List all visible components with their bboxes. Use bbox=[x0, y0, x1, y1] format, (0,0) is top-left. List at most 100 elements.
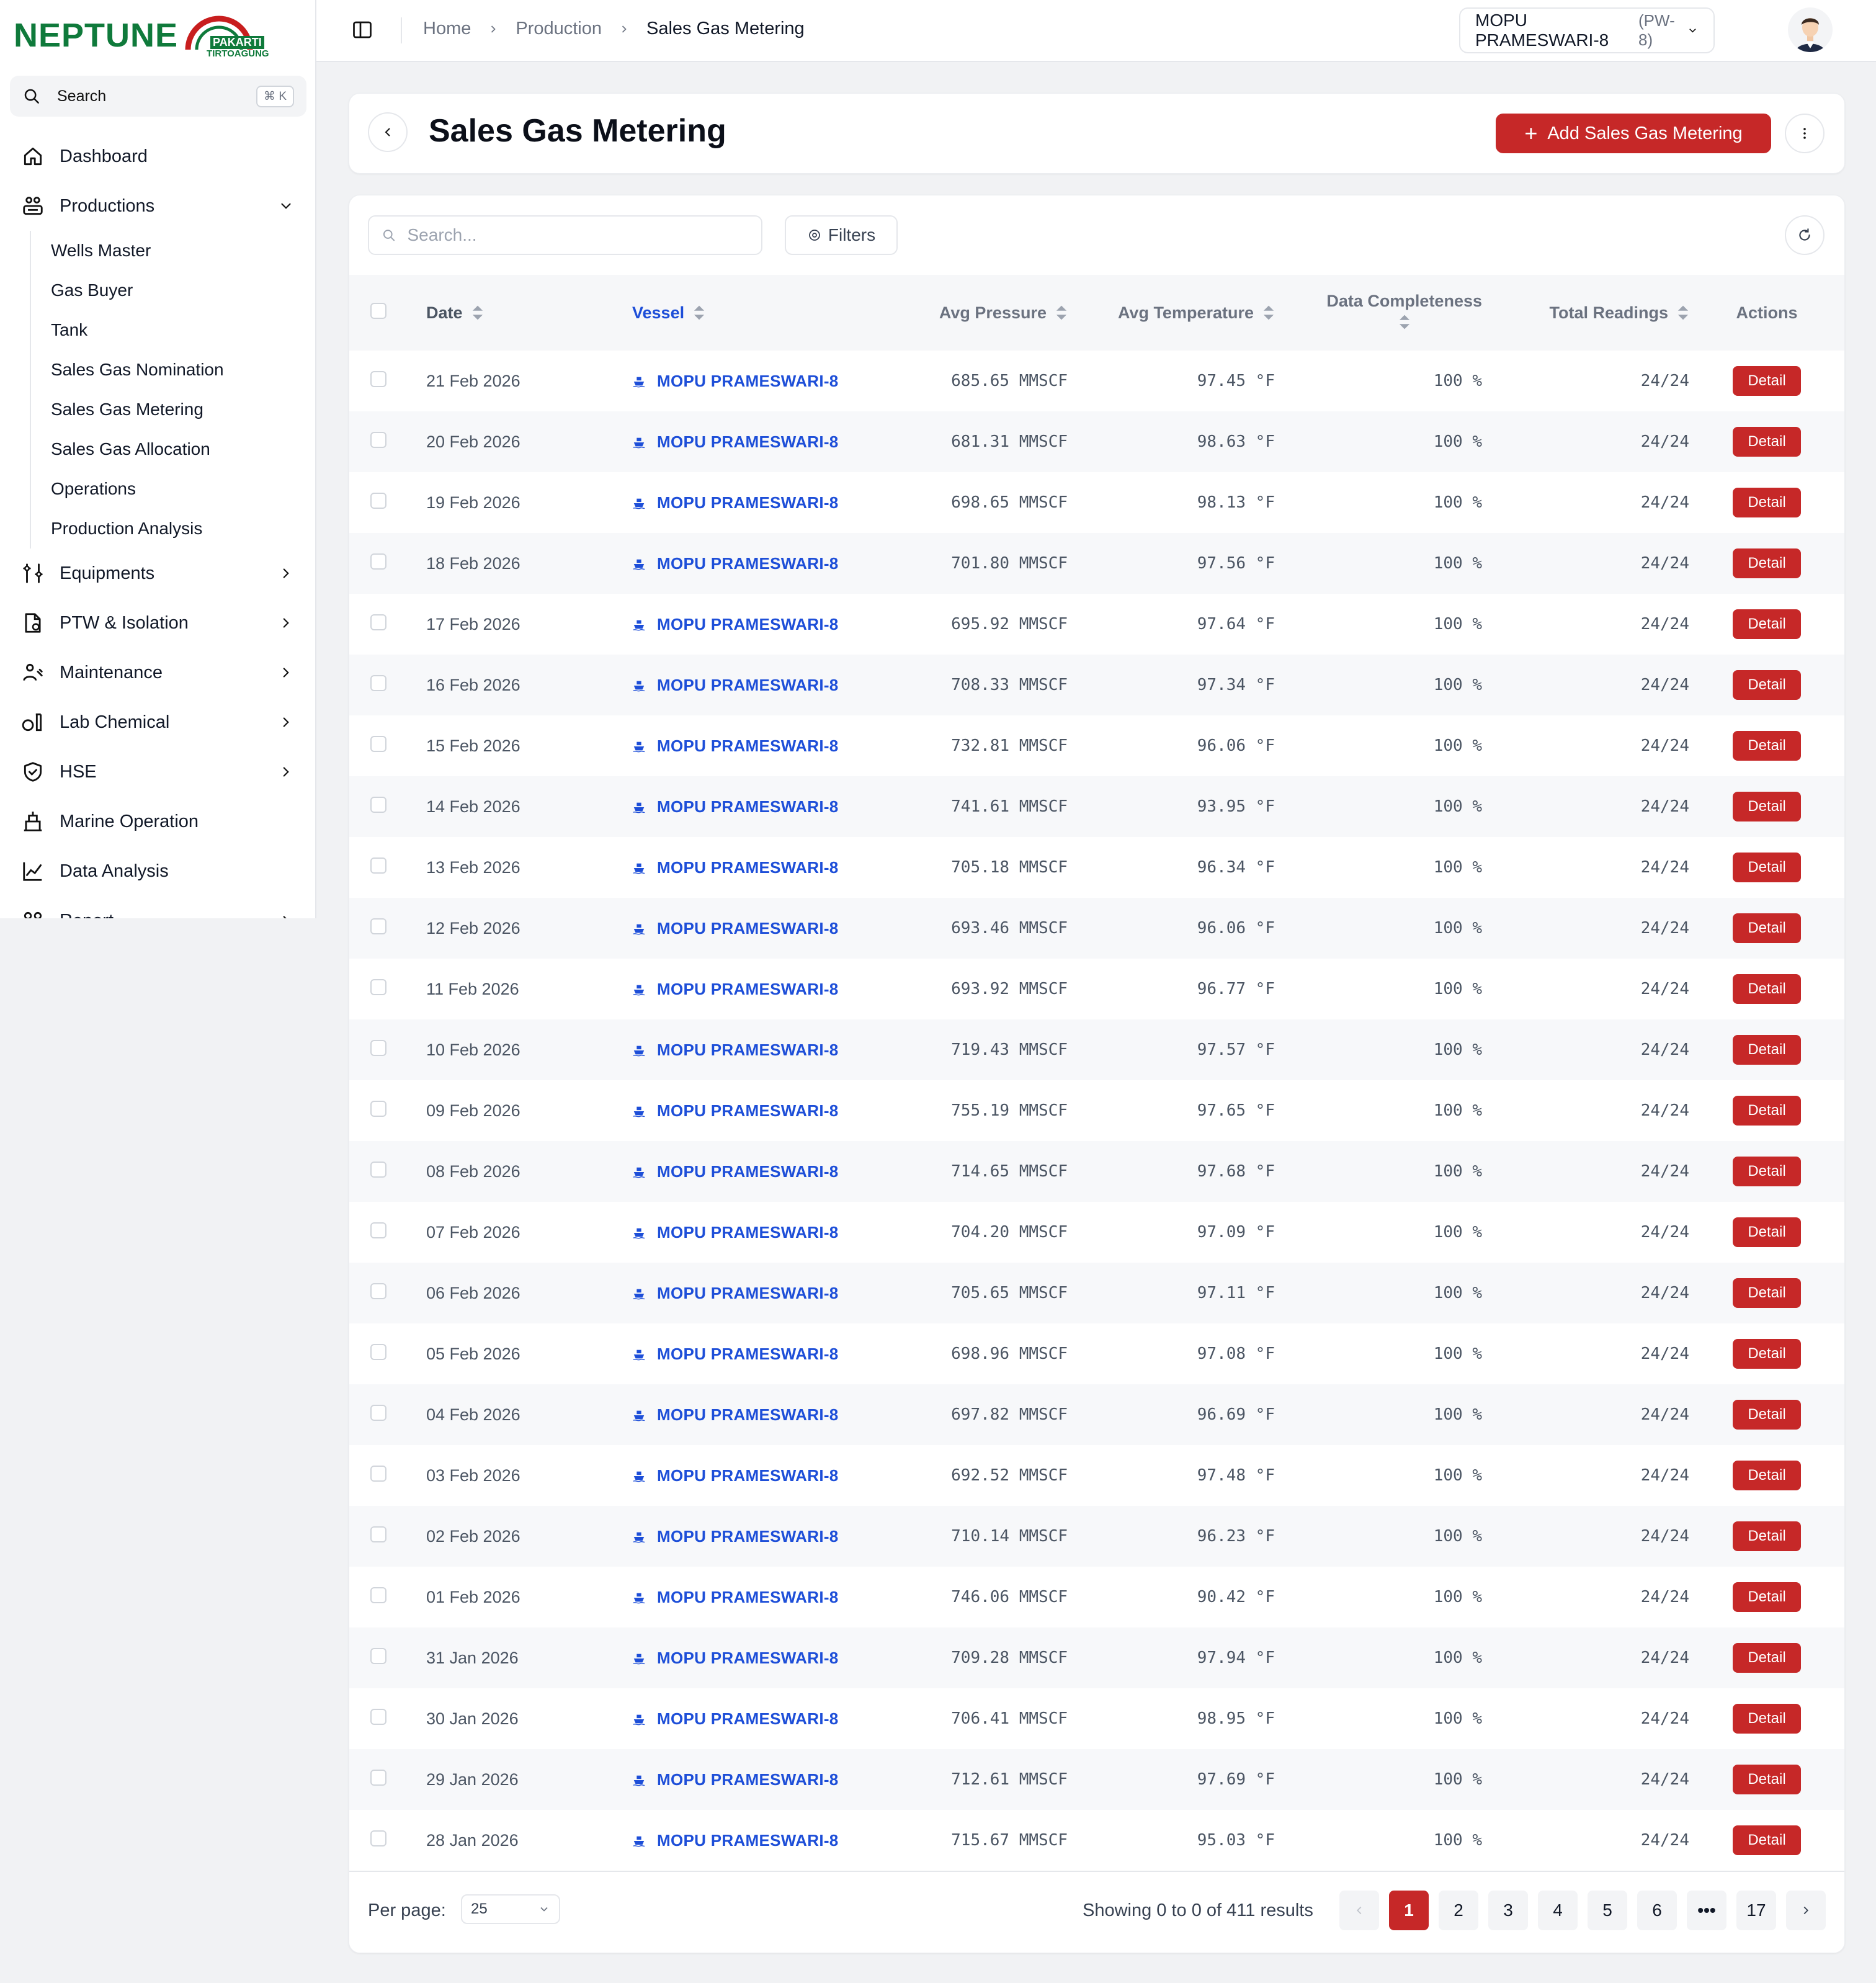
row-checkbox[interactable] bbox=[370, 614, 386, 630]
page-button-17[interactable]: 17 bbox=[1736, 1891, 1776, 1930]
avatar[interactable] bbox=[1788, 7, 1833, 52]
row-checkbox[interactable] bbox=[370, 796, 386, 813]
detail-button[interactable]: Detail bbox=[1733, 853, 1801, 882]
vessel-link[interactable]: MOPU PRAMESWARI-8 bbox=[657, 675, 839, 694]
sidebar-item-dashboard[interactable]: Dashboard bbox=[0, 132, 315, 181]
cell-vessel[interactable]: MOPU PRAMESWARI-8 bbox=[632, 533, 893, 594]
cell-vessel[interactable]: MOPU PRAMESWARI-8 bbox=[632, 837, 893, 898]
row-checkbox[interactable] bbox=[370, 1404, 386, 1421]
row-checkbox[interactable] bbox=[370, 857, 386, 874]
cell-vessel[interactable]: MOPU PRAMESWARI-8 bbox=[632, 959, 893, 1019]
sidebar-item-report[interactable]: Report bbox=[0, 896, 315, 918]
row-checkbox[interactable] bbox=[370, 1222, 386, 1238]
vessel-link[interactable]: MOPU PRAMESWARI-8 bbox=[657, 1587, 839, 1606]
detail-button[interactable]: Detail bbox=[1733, 1461, 1801, 1490]
row-checkbox[interactable] bbox=[370, 1830, 386, 1846]
filters-button[interactable]: Filters bbox=[785, 215, 898, 255]
cell-vessel[interactable]: MOPU PRAMESWARI-8 bbox=[632, 1263, 893, 1323]
subnav-sales-gas-metering[interactable]: Sales Gas Metering bbox=[51, 400, 203, 419]
vessel-link[interactable]: MOPU PRAMESWARI-8 bbox=[657, 857, 839, 877]
detail-button[interactable]: Detail bbox=[1733, 792, 1801, 821]
sidebar-item-maintenance[interactable]: Maintenance bbox=[0, 648, 315, 697]
table-search[interactable] bbox=[368, 215, 762, 255]
cell-vessel[interactable]: MOPU PRAMESWARI-8 bbox=[632, 1810, 893, 1871]
page-button-4[interactable]: 4 bbox=[1538, 1891, 1578, 1930]
column-total-readings[interactable]: Total Readings bbox=[1482, 275, 1689, 351]
row-checkbox[interactable] bbox=[370, 370, 386, 387]
per-page-select[interactable]: 25 bbox=[461, 1894, 560, 1924]
row-checkbox[interactable] bbox=[370, 1100, 386, 1117]
vessel-link[interactable]: MOPU PRAMESWARI-8 bbox=[657, 1648, 839, 1667]
detail-button[interactable]: Detail bbox=[1733, 1825, 1801, 1855]
row-checkbox[interactable] bbox=[370, 1526, 386, 1542]
cell-vessel[interactable]: MOPU PRAMESWARI-8 bbox=[632, 776, 893, 837]
vessel-link[interactable]: MOPU PRAMESWARI-8 bbox=[657, 1709, 839, 1728]
detail-button[interactable]: Detail bbox=[1733, 974, 1801, 1004]
subnav-sales-gas-nomination[interactable]: Sales Gas Nomination bbox=[51, 360, 224, 379]
detail-button[interactable]: Detail bbox=[1733, 366, 1801, 396]
page-button-1[interactable]: 1 bbox=[1389, 1891, 1429, 1930]
detail-button[interactable]: Detail bbox=[1733, 913, 1801, 943]
row-checkbox[interactable] bbox=[370, 918, 386, 934]
subnav-gas-buyer[interactable]: Gas Buyer bbox=[51, 280, 133, 300]
detail-button[interactable]: Detail bbox=[1733, 427, 1801, 457]
vessel-link[interactable]: MOPU PRAMESWARI-8 bbox=[657, 918, 839, 938]
sidebar-search[interactable]: Search ⌘ K bbox=[10, 76, 306, 117]
detail-button[interactable]: Detail bbox=[1733, 1157, 1801, 1186]
cell-vessel[interactable]: MOPU PRAMESWARI-8 bbox=[632, 1688, 893, 1749]
row-checkbox[interactable] bbox=[370, 1039, 386, 1056]
vessel-link[interactable]: MOPU PRAMESWARI-8 bbox=[657, 979, 839, 998]
row-checkbox[interactable] bbox=[370, 978, 386, 995]
sidebar-item-equipments[interactable]: Equipments bbox=[0, 548, 315, 598]
sidebar-item-data-analysis[interactable]: Data Analysis bbox=[0, 846, 315, 896]
cell-vessel[interactable]: MOPU PRAMESWARI-8 bbox=[632, 1445, 893, 1506]
subnav-sales-gas-allocation[interactable]: Sales Gas Allocation bbox=[51, 439, 210, 459]
detail-button[interactable]: Detail bbox=[1733, 1643, 1801, 1673]
subnav-tank[interactable]: Tank bbox=[51, 320, 88, 339]
row-checkbox[interactable] bbox=[370, 1587, 386, 1603]
cell-vessel[interactable]: MOPU PRAMESWARI-8 bbox=[632, 1019, 893, 1080]
row-checkbox[interactable] bbox=[370, 1282, 386, 1299]
row-checkbox[interactable] bbox=[370, 1343, 386, 1360]
cell-vessel[interactable]: MOPU PRAMESWARI-8 bbox=[632, 898, 893, 959]
detail-button[interactable]: Detail bbox=[1733, 1400, 1801, 1430]
cell-vessel[interactable]: MOPU PRAMESWARI-8 bbox=[632, 1080, 893, 1141]
column-avg-temperature[interactable]: Avg Temperature bbox=[1068, 275, 1275, 351]
detail-button[interactable]: Detail bbox=[1733, 1704, 1801, 1734]
vessel-link[interactable]: MOPU PRAMESWARI-8 bbox=[657, 1101, 839, 1120]
row-checkbox[interactable] bbox=[370, 1769, 386, 1786]
sidebar-item-productions[interactable]: Productions bbox=[0, 181, 315, 231]
subnav-wells-master[interactable]: Wells Master bbox=[51, 241, 151, 260]
detail-button[interactable]: Detail bbox=[1733, 609, 1801, 639]
row-checkbox[interactable] bbox=[370, 735, 386, 752]
detail-button[interactable]: Detail bbox=[1733, 1765, 1801, 1794]
add-sales-gas-metering-button[interactable]: + Add Sales Gas Metering bbox=[1496, 114, 1771, 153]
detail-button[interactable]: Detail bbox=[1733, 1521, 1801, 1551]
detail-button[interactable]: Detail bbox=[1733, 488, 1801, 517]
row-checkbox[interactable] bbox=[370, 492, 386, 509]
breadcrumb-home[interactable]: Home bbox=[423, 19, 471, 38]
cell-vessel[interactable]: MOPU PRAMESWARI-8 bbox=[632, 594, 893, 655]
back-button[interactable] bbox=[368, 112, 408, 152]
cell-vessel[interactable]: MOPU PRAMESWARI-8 bbox=[632, 1627, 893, 1688]
cell-vessel[interactable]: MOPU PRAMESWARI-8 bbox=[632, 1141, 893, 1202]
breadcrumb-production[interactable]: Production bbox=[516, 19, 602, 38]
cell-vessel[interactable]: MOPU PRAMESWARI-8 bbox=[632, 1384, 893, 1445]
cell-vessel[interactable]: MOPU PRAMESWARI-8 bbox=[632, 1567, 893, 1627]
vessel-link[interactable]: MOPU PRAMESWARI-8 bbox=[657, 432, 839, 451]
vessel-link[interactable]: MOPU PRAMESWARI-8 bbox=[657, 553, 839, 573]
detail-button[interactable]: Detail bbox=[1733, 1035, 1801, 1065]
cell-vessel[interactable]: MOPU PRAMESWARI-8 bbox=[632, 1202, 893, 1263]
vessel-link[interactable]: MOPU PRAMESWARI-8 bbox=[657, 614, 839, 633]
detail-button[interactable]: Detail bbox=[1733, 1217, 1801, 1247]
detail-button[interactable]: Detail bbox=[1733, 548, 1801, 578]
subnav-production-analysis[interactable]: Production Analysis bbox=[51, 519, 203, 538]
row-checkbox[interactable] bbox=[370, 1647, 386, 1664]
vessel-link[interactable]: MOPU PRAMESWARI-8 bbox=[657, 1040, 839, 1059]
sidebar-item-marine-operation[interactable]: Marine Operation bbox=[0, 797, 315, 846]
subnav-operations[interactable]: Operations bbox=[51, 479, 136, 498]
cell-vessel[interactable]: MOPU PRAMESWARI-8 bbox=[632, 1749, 893, 1810]
vessel-link[interactable]: MOPU PRAMESWARI-8 bbox=[657, 1526, 839, 1546]
vessel-selector[interactable]: MOPU PRAMESWARI-8 (PW-8) bbox=[1459, 7, 1715, 53]
column-vessel[interactable]: Vessel bbox=[632, 275, 893, 351]
